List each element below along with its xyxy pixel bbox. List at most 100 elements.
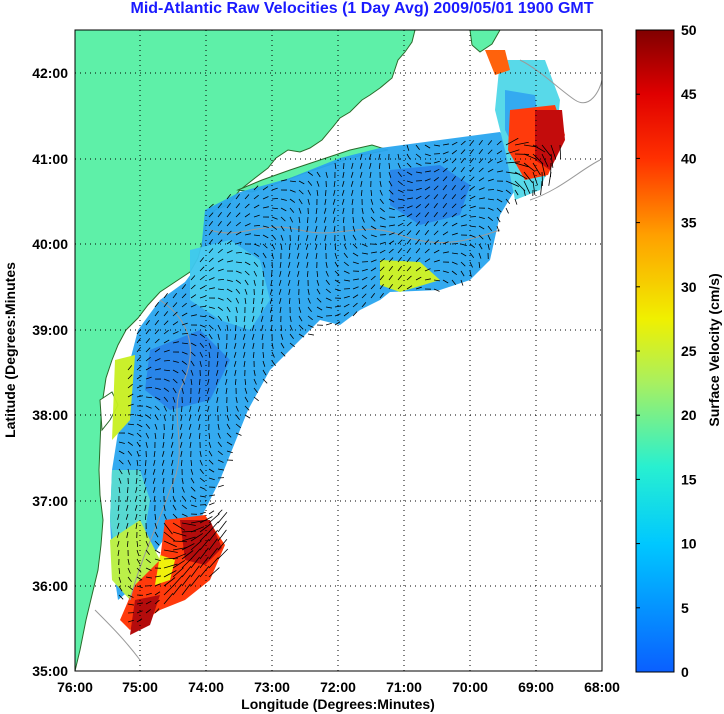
velocity-arrow — [333, 189, 336, 196]
velocity-arrow — [208, 324, 214, 330]
velocity-arrow — [143, 477, 147, 484]
velocity-arrow — [153, 459, 156, 466]
velocity-arrow — [378, 162, 381, 170]
velocity-arrow — [244, 233, 251, 236]
velocity-arrow — [361, 293, 367, 299]
velocity-arrow — [378, 153, 381, 160]
velocity-arrow — [190, 333, 197, 336]
velocity-arrow — [181, 387, 184, 394]
velocity-arrow — [342, 216, 345, 224]
velocity-arrow — [253, 204, 260, 209]
velocity-arrow — [217, 468, 224, 471]
velocity-arrow — [154, 599, 160, 605]
velocity-arrow — [334, 252, 338, 259]
velocity-arrow — [181, 332, 189, 335]
colorbar-label: Surface Velocity (cm/s) — [706, 273, 722, 426]
velocity-arrow — [469, 195, 476, 200]
velocity-arrow — [190, 486, 196, 492]
velocity-arrow — [496, 198, 503, 203]
velocity-arrow — [451, 167, 457, 173]
velocity-arrow — [460, 185, 466, 191]
velocity-arrow — [280, 207, 287, 212]
velocity-arrow — [190, 556, 200, 569]
velocity-arrow — [334, 321, 341, 326]
velocity-arrow — [181, 351, 188, 355]
x-tick-label: 73:00 — [254, 679, 290, 695]
velocity-arrow — [127, 432, 134, 436]
velocity-arrow — [361, 285, 368, 290]
velocity-arrow — [217, 432, 221, 439]
velocity-arrow — [217, 315, 223, 321]
velocity-arrow — [315, 216, 318, 223]
velocity-arrow — [171, 468, 174, 475]
velocity-arrow — [388, 240, 395, 245]
velocity-arrow — [215, 369, 219, 376]
velocity-arrow — [296, 261, 300, 268]
velocity-arrow — [550, 144, 556, 159]
velocity-arrow — [478, 252, 482, 259]
velocity-arrow — [289, 198, 296, 203]
velocity-arrow — [253, 252, 260, 257]
velocity-arrow — [270, 315, 273, 322]
velocity-arrow — [271, 243, 276, 250]
velocity-arrow — [406, 213, 413, 218]
velocity-arrow — [161, 459, 165, 466]
velocity-arrow — [172, 396, 176, 403]
velocity-arrow — [262, 261, 266, 268]
velocity-arrow — [217, 351, 219, 359]
velocity-arrow — [514, 171, 528, 180]
velocity-arrow — [262, 252, 267, 259]
velocity-arrow — [388, 207, 395, 211]
velocity-arrow — [127, 603, 134, 606]
velocity-arrow — [424, 186, 431, 191]
velocity-arrow — [442, 221, 448, 227]
velocity-arrow — [208, 538, 218, 551]
velocity-arrow — [388, 180, 393, 187]
velocity-arrow — [505, 137, 519, 146]
velocity-arrow — [451, 141, 458, 146]
velocity-arrow — [388, 248, 394, 254]
velocity-arrow — [262, 369, 267, 376]
velocity-arrow — [370, 216, 376, 222]
velocity-arrow — [136, 602, 143, 605]
velocity-arrow — [127, 393, 134, 398]
velocity-arrow — [451, 232, 458, 236]
velocity-arrow — [226, 441, 233, 446]
velocity-arrow — [242, 342, 246, 349]
velocity-arrow — [127, 403, 134, 407]
y-tick-labels: 42:00 41:00 40:00 39:00 38:00 37:00 36:00 35:00 — [32, 65, 68, 679]
velocity-arrow — [226, 279, 233, 282]
velocity-arrow — [199, 378, 201, 386]
velocity-arrow — [369, 162, 372, 169]
velocity-arrow — [244, 279, 249, 286]
velocity-arrow — [163, 414, 166, 421]
velocity-arrow — [406, 275, 412, 281]
velocity-arrow — [269, 297, 273, 304]
velocity-arrow — [145, 609, 152, 614]
velocity-arrow — [343, 261, 349, 267]
y-axis-label: Latitude (Degrees:Minutes — [2, 262, 18, 438]
velocity-arrow — [145, 414, 152, 419]
velocity-arrow — [145, 549, 150, 556]
velocity-arrow — [451, 261, 458, 265]
bathymetry-contours — [94, 59, 602, 661]
velocity-arrow — [244, 194, 250, 200]
velocity-arrow — [188, 423, 192, 430]
velocity-arrow — [424, 153, 431, 157]
velocity-arrow — [235, 270, 242, 274]
velocity-arrow — [262, 378, 268, 384]
velocity-arrow — [226, 194, 232, 200]
velocity-arrow — [369, 171, 372, 178]
velocity-arrow — [208, 513, 220, 524]
velocity-arrow — [424, 212, 430, 218]
velocity-arrow — [235, 405, 239, 412]
velocity-arrow — [424, 194, 430, 200]
velocity-arrow — [469, 140, 475, 146]
velocity-arrow — [127, 365, 133, 371]
y-tick-label: 39:00 — [32, 322, 68, 338]
velocity-arrow — [136, 576, 143, 581]
velocity-arrow — [415, 187, 422, 191]
velocity-arrow — [161, 468, 165, 475]
velocity-arrow — [514, 141, 529, 146]
velocity-arrow — [145, 319, 150, 326]
